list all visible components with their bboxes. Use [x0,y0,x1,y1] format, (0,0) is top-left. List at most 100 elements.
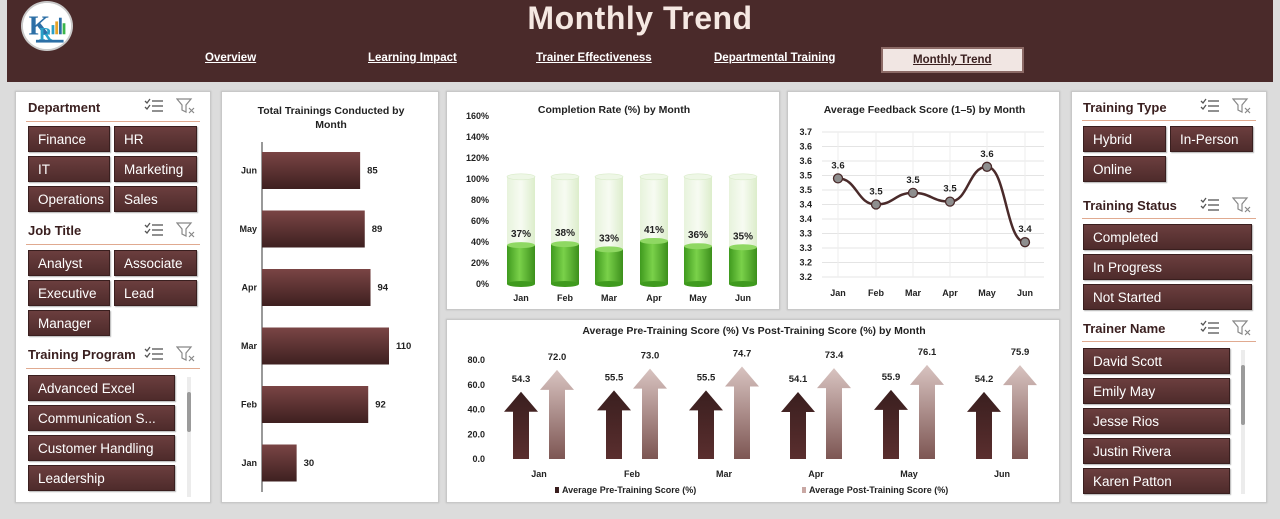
slicer-item-training-program[interactable]: Customer Handling [28,435,175,461]
bar-mar [262,327,389,365]
legend-label-post: Average Post-Training Score (%) [809,485,948,495]
slicer-title-job-title: Job Title [28,223,82,238]
page-title: Monthly Trend [527,0,753,36]
cylinder-cap [639,173,669,181]
slicer-item-department[interactable]: Operations [28,186,110,212]
x-tick-label: Feb [868,288,885,298]
data-label: 94 [378,283,389,294]
multi-select-icon[interactable] [1200,98,1220,114]
slicer-divider [1082,218,1256,219]
arrow-pre-apr [781,392,815,459]
tab-trainer-effectiveness[interactable]: Trainer Effectiveness [536,52,652,64]
slicer-title-trainer-name: Trainer Name [1083,321,1166,336]
cylinder-cap [506,173,536,181]
tab-departmental-training[interactable]: Departmental Training [714,52,836,64]
y-tick-label: 120% [466,153,489,163]
data-label: 3.5 [869,187,883,198]
x-tick-label: Mar [716,469,733,479]
slicer-item-department[interactable]: Marketing [114,156,197,182]
slicer-item-trainer-name[interactable]: Justin Rivera [1083,438,1230,464]
x-tick-label: May [900,469,918,479]
slicer-item-job-title[interactable]: Manager [28,310,110,336]
bar-jun [729,247,757,284]
cylinder-value-cap [551,241,579,248]
clear-filter-icon[interactable] [1232,320,1252,336]
slicer-item-training-status[interactable]: In Progress [1083,254,1252,280]
slicer-item-trainer-name[interactable]: Karen Patton [1083,468,1230,494]
slicer-item-department[interactable]: IT [28,156,110,182]
bar-jan [507,245,535,284]
slicer-item-job-title[interactable]: Analyst [28,250,110,276]
slicer-item-training-program[interactable]: Communication S... [28,405,175,431]
y-tick-label: 100% [466,174,489,184]
multi-select-icon[interactable] [144,222,164,238]
data-label: 35% [733,231,753,242]
slicer-item-trainer-name[interactable]: David Scott [1083,348,1230,374]
slicer-item-training-type[interactable]: Online [1083,156,1166,182]
clear-filter-icon[interactable] [176,346,196,362]
data-point [944,196,956,207]
chart-feedback-score: Average Feedback Score (1–5) by Month 3.… [787,91,1060,310]
y-tick-label: 3.4 [799,214,812,224]
multi-select-icon[interactable] [144,98,164,114]
arrow-post-feb [633,368,667,459]
y-tick-label: 80% [471,195,489,205]
slicer-item-job-title[interactable]: Lead [114,280,197,306]
scrollbar-track[interactable] [187,377,191,497]
tab-learning-impact[interactable]: Learning Impact [368,52,457,64]
slicer-item-trainer-name[interactable]: Emily May [1083,378,1230,404]
tab-overview[interactable]: Overview [205,52,257,64]
data-label: 36% [688,230,708,241]
slicer-item-training-type[interactable]: In-Person [1170,126,1253,152]
slicer-item-job-title[interactable]: Executive [28,280,110,306]
x-tick-label: Mar [905,288,922,298]
clear-filter-icon[interactable] [176,222,196,238]
arrow-post-jan [540,369,574,459]
data-label: 3.6 [831,160,844,171]
hbar-chart-svg: Jun 85 May 89 Apr 94 Mar 110 Feb 92 Jan 30 [239,142,411,492]
multi-select-icon[interactable] [1200,197,1220,213]
slicer-item-training-status[interactable]: Completed [1083,224,1252,250]
data-label: 55.5 [697,372,716,383]
clear-filter-icon[interactable] [1232,197,1252,213]
slicer-item-training-program[interactable]: Advanced Excel [28,375,175,401]
data-label: 41% [644,225,664,236]
data-label: 92 [375,400,386,411]
cylinder-base [684,281,712,287]
data-point [1019,237,1031,248]
tab-monthly-trend[interactable]: Monthly Trend [881,47,1024,73]
clear-filter-icon[interactable] [1232,98,1252,114]
slicer-item-department[interactable]: Sales [114,186,197,212]
legend-swatch-pre [555,487,559,493]
scrollbar-thumb[interactable] [187,392,191,432]
data-label: 37% [511,229,531,240]
bar-jan [262,444,297,482]
slicer-divider [26,244,200,245]
y-tick-label: 3.7 [799,127,812,137]
bar-feb [551,244,579,284]
clear-filter-icon[interactable] [176,98,196,114]
slicer-item-training-type[interactable]: Hybrid [1083,126,1166,152]
y-tick-label: 60.0 [467,380,485,390]
slicer-title-department: Department [28,100,101,115]
data-label: 74.7 [733,349,752,360]
y-tick-label: 0% [476,279,489,289]
multi-select-icon[interactable] [144,346,164,362]
slicer-item-trainer-name[interactable]: Jesse Rios [1083,408,1230,434]
chart-title: Completion Rate (%) by Month [537,104,691,116]
slicer-item-department[interactable]: Finance [28,126,110,152]
cylinder-base [729,281,757,287]
scrollbar-thumb[interactable] [1241,365,1245,425]
cylinder-cap [728,173,758,181]
slicer-item-training-status[interactable]: Not Started [1083,284,1252,310]
x-tick-label: Jun [735,293,751,303]
y-tick-label: 80.0 [467,355,485,365]
y-tick-label: Apr [242,283,258,293]
bar-mar [595,249,623,284]
slicer-item-department[interactable]: HR [114,126,197,152]
multi-select-icon[interactable] [1200,320,1220,336]
x-tick-label: May [978,288,996,298]
slicer-item-job-title[interactable]: Associate [114,250,197,276]
slicer-item-training-program[interactable]: Leadership [28,465,175,491]
arrow-pre-may [874,389,908,459]
